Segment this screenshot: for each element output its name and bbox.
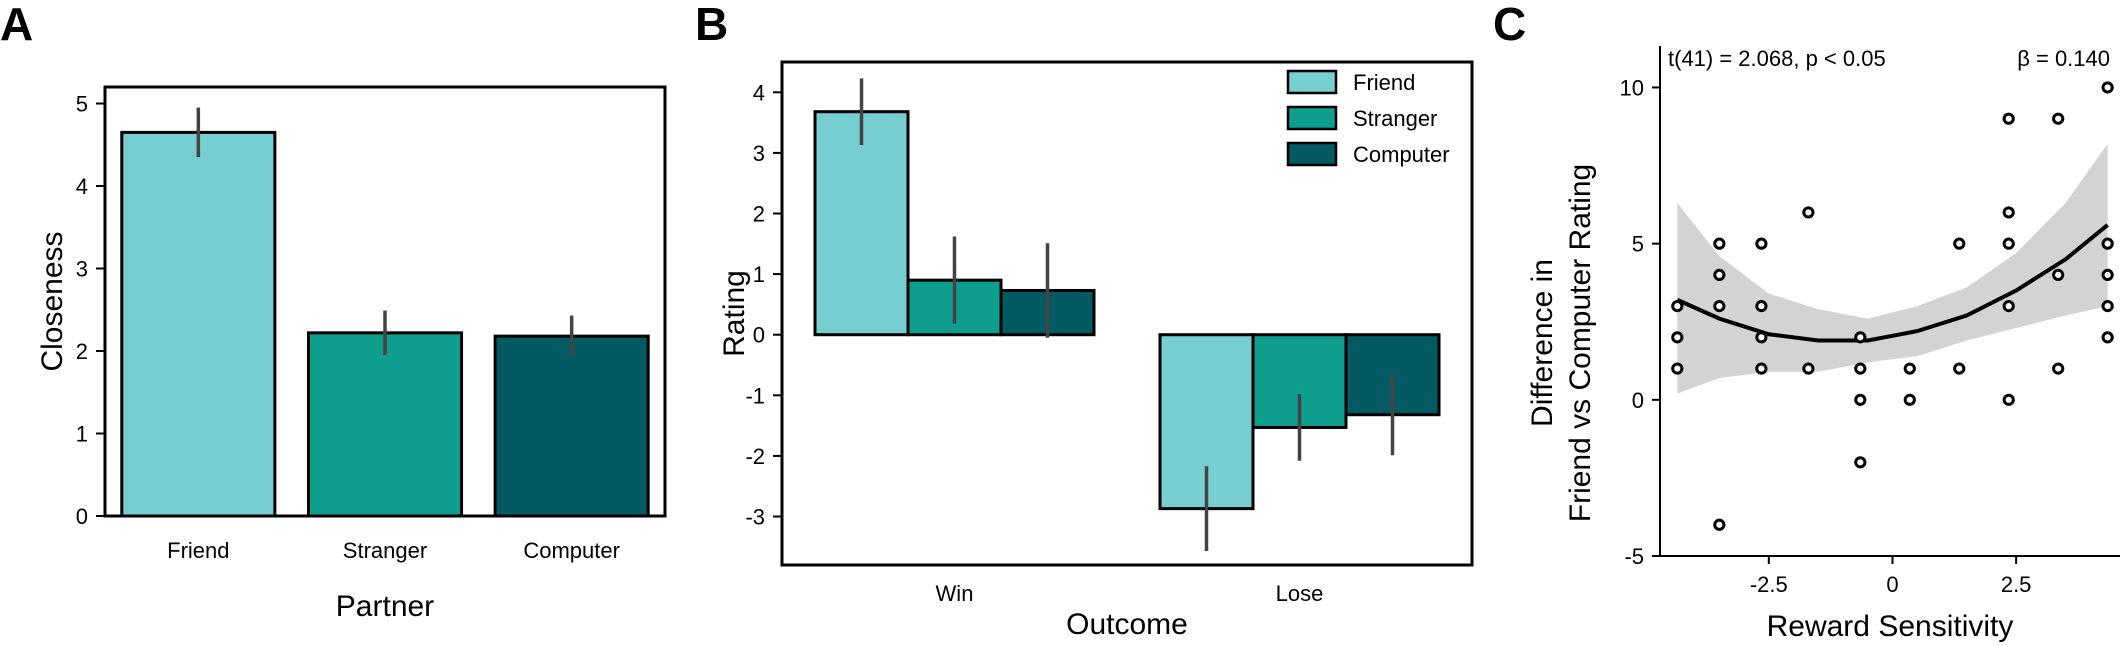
y-tick-label: -3 bbox=[745, 505, 765, 530]
data-point bbox=[2101, 268, 2114, 281]
x-tick-label: Lose bbox=[1276, 581, 1324, 606]
y-tick-label: 3 bbox=[76, 257, 88, 282]
panel-c: C -5 0 5 10 -2.5 0 2.5 t(41) = 2.068, p < 0.05 β… bbox=[1493, 0, 2120, 643]
panel-a-letter: A bbox=[0, 0, 33, 50]
data-point bbox=[2002, 206, 2015, 219]
legend-swatch-friend bbox=[1286, 69, 1338, 95]
data-point bbox=[2101, 81, 2114, 94]
x-tick-label: Computer bbox=[523, 538, 620, 563]
data-point bbox=[1953, 362, 1966, 375]
y-tick-label: 5 bbox=[76, 92, 88, 117]
data-point bbox=[1713, 237, 1726, 250]
y-tick-label: 0 bbox=[1632, 388, 1644, 413]
data-point bbox=[2101, 237, 2114, 250]
data-point bbox=[2101, 331, 2114, 344]
y-tick-label: 2 bbox=[76, 339, 88, 364]
y-tick-label: 1 bbox=[753, 262, 765, 287]
regression-line bbox=[1676, 223, 2109, 343]
data-point bbox=[1953, 237, 1966, 250]
x-tick-label: Stranger bbox=[343, 538, 427, 563]
data-point bbox=[1903, 393, 1916, 406]
y-axis-title: Closeness bbox=[36, 231, 69, 371]
data-point bbox=[1671, 300, 1684, 313]
data-point bbox=[2002, 237, 2015, 250]
y-tick-label: 2 bbox=[753, 202, 765, 227]
y-tick-label: 3 bbox=[753, 141, 765, 166]
data-point bbox=[2002, 393, 2015, 406]
legend-swatch-stranger bbox=[1286, 105, 1338, 131]
data-point bbox=[1755, 331, 1768, 344]
x-axis-title: Partner bbox=[336, 590, 434, 623]
bar-stranger bbox=[306, 331, 464, 518]
panel-a: A Friend Stranger Computer 0 1 2 3 4 5 Partner Clo… bbox=[0, 0, 667, 623]
data-point bbox=[1854, 393, 1867, 406]
x-tick-label: 2.5 bbox=[2001, 572, 2032, 597]
data-point bbox=[1802, 206, 1815, 219]
data-point bbox=[1671, 362, 1684, 375]
y-tick-label: 5 bbox=[1632, 232, 1644, 257]
y-tick-label: -1 bbox=[745, 383, 765, 408]
plot-frame bbox=[780, 60, 1474, 567]
x-axis-title: Outcome bbox=[1066, 608, 1188, 641]
y-tick-label: 4 bbox=[76, 174, 88, 199]
panel-b-letter: B bbox=[695, 0, 728, 50]
bar-computer bbox=[493, 334, 650, 518]
data-point bbox=[2052, 112, 2065, 125]
y-axis-title: Rating bbox=[718, 270, 751, 357]
y-axis-title-line1: Difference in bbox=[1526, 259, 1559, 427]
legend-swatch-computer bbox=[1286, 141, 1338, 167]
data-point bbox=[2002, 300, 2015, 313]
legend-label-friend: Friend bbox=[1353, 70, 1415, 95]
y-tick-label: 4 bbox=[753, 80, 765, 105]
y-tick-label: 1 bbox=[76, 422, 88, 447]
x-axis-title: Reward Sensitivity bbox=[1767, 610, 2014, 643]
bar-friend bbox=[120, 130, 277, 518]
data-point bbox=[1713, 268, 1726, 281]
data-point bbox=[2002, 112, 2015, 125]
panel-b: B Win Lose -3 -2 -1 0 1 2 3 4 Friend Stranger Comput… bbox=[695, 0, 1474, 641]
data-point bbox=[1755, 300, 1768, 313]
data-point bbox=[2052, 268, 2065, 281]
stats-annotation: t(41) = 2.068, p < 0.05 bbox=[1668, 46, 1886, 71]
data-point bbox=[1854, 456, 1867, 469]
data-point bbox=[1713, 300, 1726, 313]
data-point bbox=[1802, 362, 1815, 375]
legend-label-computer: Computer bbox=[1353, 142, 1450, 167]
beta-annotation: β = 0.140 bbox=[2017, 46, 2110, 71]
data-point bbox=[1713, 518, 1726, 531]
data-point bbox=[2101, 300, 2114, 313]
panel-c-letter: C bbox=[1493, 0, 1526, 50]
x-tick-label: Win bbox=[936, 581, 974, 606]
data-point bbox=[1755, 362, 1768, 375]
y-tick-label: -2 bbox=[745, 444, 765, 469]
confidence-band bbox=[1677, 143, 2108, 394]
y-tick-label: -5 bbox=[1624, 544, 1644, 569]
data-point bbox=[2052, 362, 2065, 375]
bar-win-friend bbox=[813, 110, 910, 337]
data-point bbox=[1903, 362, 1916, 375]
y-tick-label: 0 bbox=[76, 504, 88, 529]
x-tick-label: Friend bbox=[167, 538, 229, 563]
legend: Friend Stranger Computer bbox=[1286, 69, 1450, 167]
data-point bbox=[1854, 331, 1867, 344]
x-tick-label: -2.5 bbox=[1750, 572, 1788, 597]
data-point bbox=[1671, 331, 1684, 344]
legend-label-stranger: Stranger bbox=[1353, 106, 1437, 131]
data-point bbox=[1854, 362, 1867, 375]
y-axis-title-line2: Friend vs Computer Rating bbox=[1564, 164, 1597, 522]
y-tick-label: 10 bbox=[1620, 75, 1644, 100]
plot-frame bbox=[103, 85, 667, 518]
y-tick-label: 0 bbox=[753, 323, 765, 348]
data-point bbox=[1755, 237, 1768, 250]
x-tick-label: 0 bbox=[1886, 572, 1898, 597]
